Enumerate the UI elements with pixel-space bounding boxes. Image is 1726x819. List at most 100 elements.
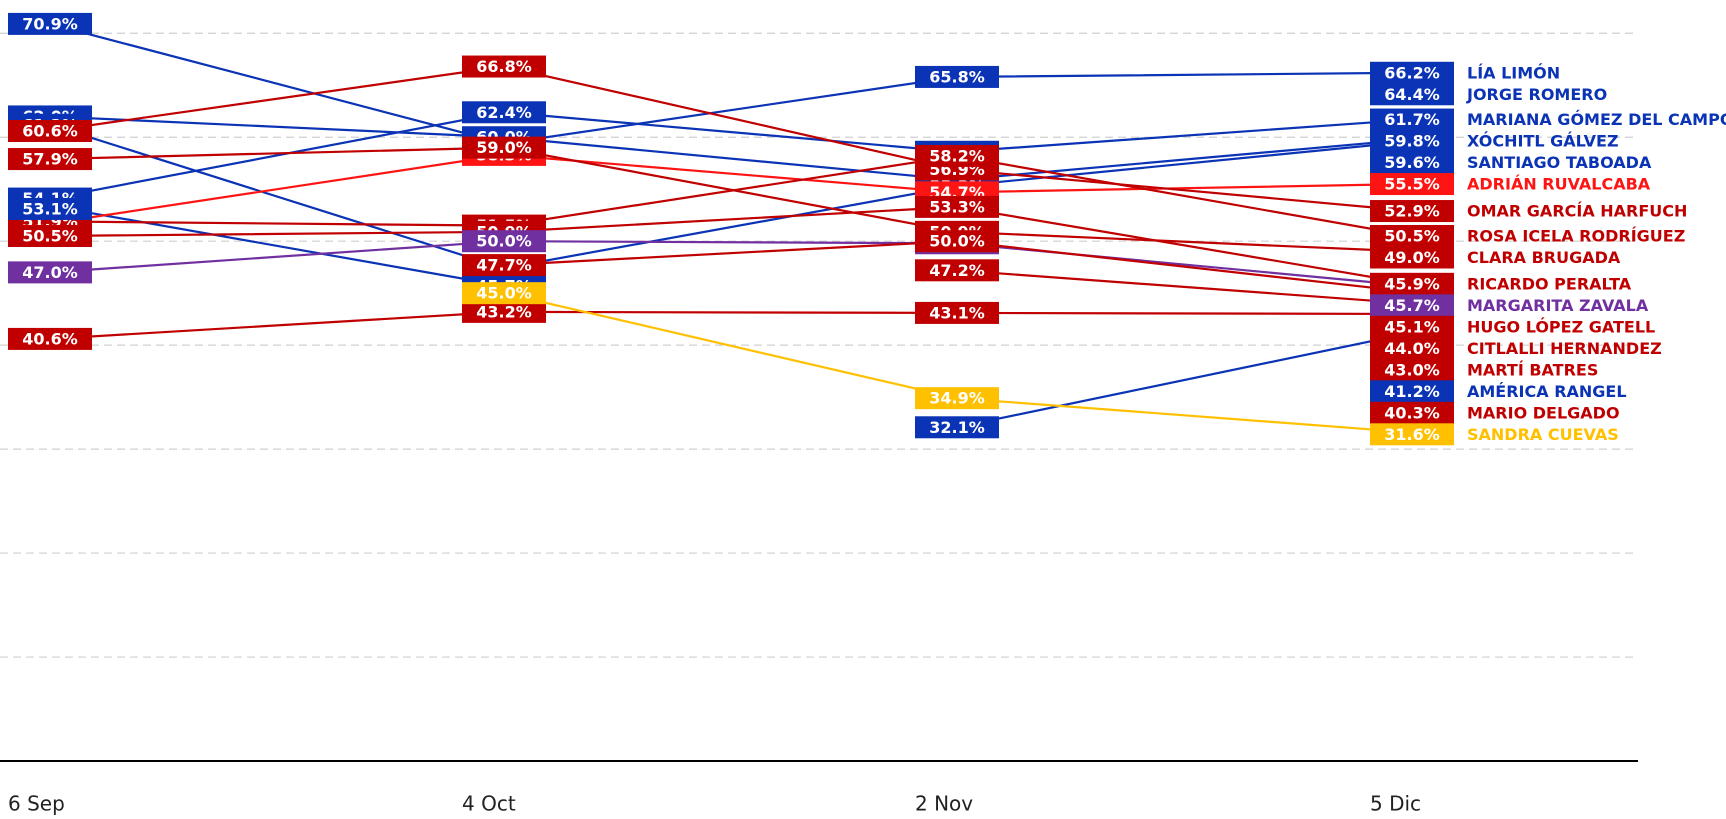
- value-label: 45.9%: [1384, 274, 1440, 293]
- series-line: [49, 310, 1413, 341]
- value-label: 65.8%: [929, 67, 985, 86]
- value-box: [915, 301, 999, 324]
- value-label: 70.9%: [22, 14, 78, 33]
- value-box: [462, 101, 546, 124]
- value-box: [8, 327, 92, 350]
- value-label: 53.1%: [22, 199, 78, 218]
- series-name: LÍA LIMÓN: [1467, 63, 1560, 82]
- value-label: 59.8%: [1384, 132, 1440, 151]
- series-name: ADRIÁN RUVALCABA: [1467, 175, 1651, 194]
- series-name: JORGE ROMERO: [1466, 85, 1607, 104]
- series-name: RICARDO PERALTA: [1467, 274, 1632, 293]
- series-name: CLARA BRUGADA: [1467, 248, 1621, 267]
- value-box: [1370, 294, 1454, 317]
- value-label: 41.2%: [1384, 382, 1440, 401]
- value-box: [462, 300, 546, 323]
- series-line: [49, 146, 1413, 253]
- series-line: [49, 123, 1413, 270]
- value-label: 47.2%: [929, 261, 985, 280]
- value-label: 60.6%: [22, 121, 78, 140]
- series-line: [49, 115, 1413, 181]
- value-label: 59.0%: [476, 138, 532, 157]
- series-line: [49, 111, 1413, 200]
- lines: [49, 22, 1413, 434]
- value-label: 45.1%: [1384, 317, 1440, 336]
- value-label: 32.1%: [929, 418, 985, 437]
- x-tick-label: 4 Oct: [462, 792, 516, 816]
- series-line: [956, 269, 1413, 305]
- value-box: [915, 230, 999, 253]
- value-label: 66.2%: [1384, 63, 1440, 82]
- value-label: 45.7%: [1384, 296, 1440, 315]
- value-box: [1370, 61, 1454, 84]
- series-line: [49, 65, 1413, 213]
- value-box: [8, 148, 92, 171]
- value-label: 40.6%: [22, 329, 78, 348]
- value-label: 44.0%: [1384, 339, 1440, 358]
- value-box: [1370, 423, 1454, 446]
- series-line: [49, 204, 505, 287]
- value-box: [8, 197, 92, 220]
- series-name: CITLALLI HERNANDEZ: [1467, 339, 1662, 358]
- series-line: [49, 154, 1413, 238]
- value-box: [1370, 173, 1454, 196]
- value-label: 50.0%: [929, 232, 985, 251]
- value-box: [1370, 272, 1454, 295]
- series-name: XÓCHITL GÁLVEZ: [1467, 132, 1619, 151]
- series-name: HUGO LÓPEZ GATELL: [1467, 317, 1655, 336]
- x-tick-label: 6 Sep: [8, 792, 65, 816]
- series-name: ROSA ICELA RODRÍGUEZ: [1467, 226, 1685, 245]
- value-box: [1370, 401, 1454, 424]
- value-label: 50.5%: [1384, 226, 1440, 245]
- value-box: [462, 282, 546, 305]
- series-name: OMAR GARCÍA HARFUCH: [1467, 202, 1687, 221]
- value-box: [462, 254, 546, 277]
- value-box: [1370, 315, 1454, 338]
- value-box: [1370, 358, 1454, 381]
- series-line: [49, 153, 1413, 225]
- x-tick-label: 5 Dic: [1370, 792, 1421, 816]
- value-box: [1370, 130, 1454, 153]
- value-box: [915, 387, 999, 410]
- value-label: 52.9%: [1384, 202, 1440, 221]
- series-name: MARTÍ BATRES: [1467, 360, 1598, 379]
- series-line: [49, 205, 1413, 285]
- value-box: [1370, 200, 1454, 223]
- value-label: 50.5%: [22, 226, 78, 245]
- series-name: AMÉRICA RANGEL: [1467, 382, 1627, 401]
- value-box: [915, 144, 999, 167]
- value-box: [1370, 83, 1454, 106]
- value-label: 47.7%: [476, 256, 532, 275]
- value-label: 57.9%: [22, 150, 78, 169]
- value-label: 50.0%: [476, 232, 532, 251]
- value-label: 59.6%: [1384, 153, 1440, 172]
- value-box: [462, 55, 546, 78]
- series-name: MARGARITA ZAVALA: [1467, 296, 1649, 315]
- value-box: [8, 12, 92, 35]
- series-line: [49, 240, 1413, 287]
- value-box: [915, 259, 999, 282]
- value-label: 40.3%: [1384, 403, 1440, 422]
- value-label: 58.2%: [929, 146, 985, 165]
- value-box: [1370, 224, 1454, 247]
- value-box: [1370, 151, 1454, 174]
- value-box: [462, 230, 546, 253]
- value-box: [462, 136, 546, 159]
- value-label: 34.9%: [929, 389, 985, 408]
- value-box: [8, 261, 92, 284]
- value-label: 31.6%: [1384, 425, 1440, 444]
- value-box: [1370, 246, 1454, 269]
- value-label: 45.0%: [476, 284, 532, 303]
- value-label: 61.7%: [1384, 110, 1440, 129]
- value-label: 43.1%: [929, 303, 985, 322]
- value-label: 64.4%: [1384, 85, 1440, 104]
- value-box: [1370, 380, 1454, 403]
- series-line: [956, 331, 1413, 429]
- value-box: [1370, 108, 1454, 131]
- value-label: 53.3%: [929, 197, 985, 216]
- series-line: [49, 22, 1413, 145]
- value-label: 55.5%: [1384, 175, 1440, 194]
- value-label: 47.0%: [22, 263, 78, 282]
- series-name: MARIANA GÓMEZ DEL CAMPO: [1467, 110, 1726, 129]
